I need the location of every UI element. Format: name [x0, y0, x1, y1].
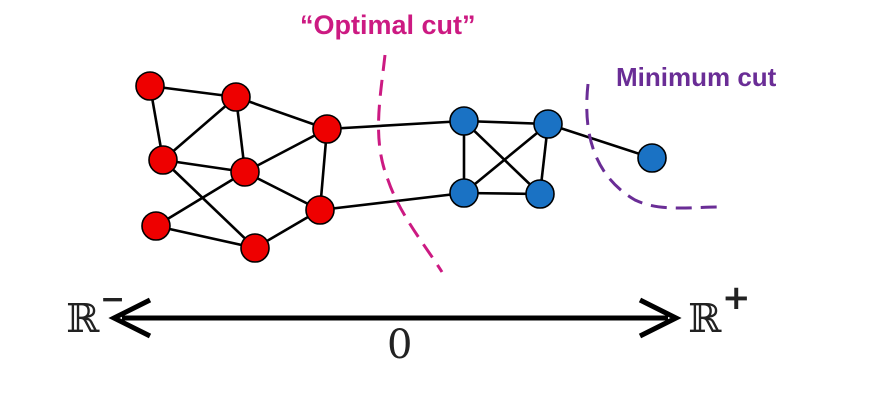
edge: [155, 224, 256, 250]
red-node: [141, 211, 171, 241]
blue-node: [449, 106, 479, 136]
edge: [244, 127, 328, 174]
red-node: [305, 195, 335, 225]
blue-node: [525, 179, 555, 209]
zero-label: 0: [387, 322, 413, 368]
edge: [235, 95, 328, 131]
graph-edges: [148, 84, 653, 250]
negative-reals-symbol: ℝ: [66, 296, 100, 342]
optimal-cut-line: [377, 54, 444, 273]
red-node: [312, 114, 342, 144]
blue-nodes: [449, 106, 667, 209]
blue-node: [533, 109, 563, 139]
positive-reals-symbol: ℝ: [688, 296, 722, 342]
left-arrowhead: [108, 297, 152, 339]
edge: [463, 120, 541, 195]
blue-node: [637, 143, 667, 173]
minimum-cut-label: Minimum cut: [616, 62, 777, 92]
right-arrowhead: [638, 297, 682, 339]
red-node: [135, 71, 165, 101]
red-node: [148, 145, 178, 175]
negative-reals-superscript: −: [100, 282, 126, 317]
edge: [319, 191, 465, 212]
red-node: [230, 157, 260, 187]
minimum-cut-line: [585, 83, 723, 210]
red-node: [221, 82, 251, 112]
edge: [162, 159, 256, 249]
red-node: [240, 233, 270, 263]
number-line-arrow: [108, 297, 682, 339]
edge: [463, 122, 549, 195]
edge: [326, 119, 465, 131]
blue-node: [449, 178, 479, 208]
optimal-cut-label: “Optimal cut”: [300, 10, 476, 40]
edge: [162, 96, 237, 161]
positive-reals-superscript: +: [722, 278, 751, 318]
edge: [155, 170, 246, 228]
red-nodes: [135, 71, 342, 263]
edge: [547, 122, 653, 160]
